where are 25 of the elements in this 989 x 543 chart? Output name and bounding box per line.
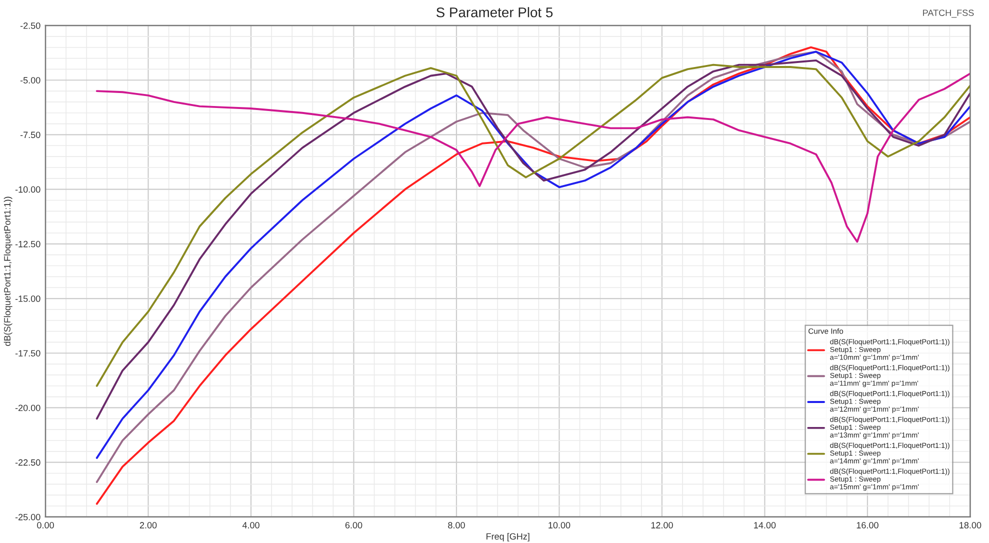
y-tick-label: -7.50	[20, 132, 40, 138]
x-tick-label: 0.00	[37, 522, 54, 528]
y-axis-title: dB(S(FloquetPort1:1,FloquetPort1:1))	[4, 196, 12, 346]
chart-title: S Parameter Plot 5	[436, 7, 553, 18]
x-tick-label: 2.00	[140, 522, 157, 528]
y-tick-label: -17.50	[15, 350, 40, 356]
text: PATCH_FSS	[923, 10, 974, 18]
x-tick-label: 4.00	[242, 522, 260, 528]
y-tick-label: -20.00	[15, 404, 40, 412]
y-tick-label: -22.50	[15, 459, 40, 466]
x-tick-label: 14.00	[754, 522, 776, 528]
y-tick-label: -5.00	[20, 77, 40, 84]
x-tick-label: 16.00	[856, 522, 878, 528]
y-tick-label: -25.00	[15, 514, 40, 520]
y-tick-label: -2.50	[20, 22, 40, 29]
y-tick-label: -15.00	[15, 295, 40, 302]
y-tick-label: -12.50	[15, 240, 40, 248]
x-axis-title: Freq [GHz]	[486, 532, 530, 542]
x-tick-label: 6.00	[345, 522, 362, 528]
x-tick-label: 10.00	[548, 522, 570, 528]
y-tick-label: -10.00	[15, 186, 40, 193]
x-tick-label: 12.00	[651, 522, 673, 528]
x-tick-label: 8.00	[448, 522, 465, 528]
x-tick-label: 18.00	[960, 522, 982, 528]
line-series	[96, 72, 970, 243]
